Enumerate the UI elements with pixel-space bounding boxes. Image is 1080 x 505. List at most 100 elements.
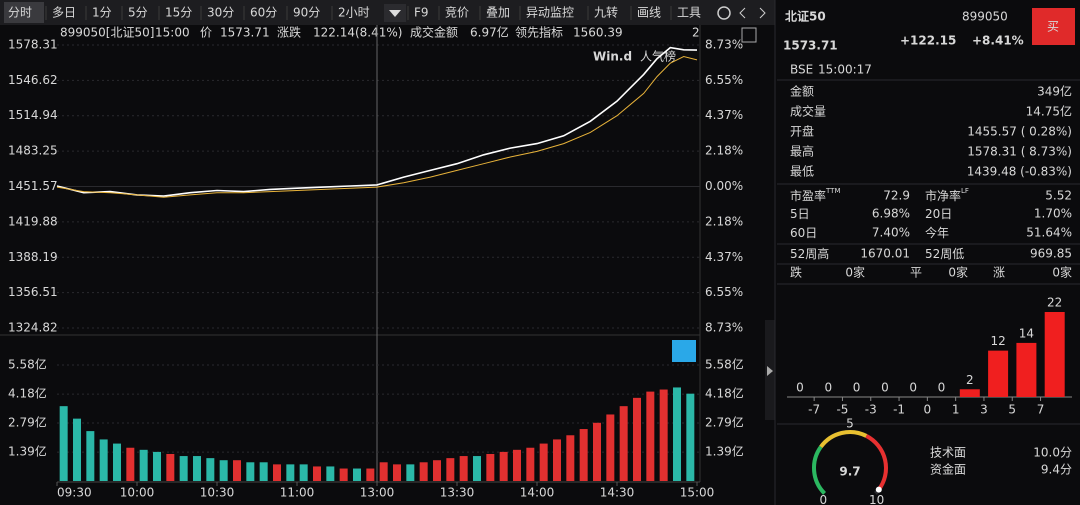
prev-icon[interactable] — [739, 7, 746, 19]
toolbar-tab[interactable]: 多日 — [52, 6, 76, 20]
collapse-arrow[interactable] — [767, 366, 773, 376]
y2-tick-label: 6.55% — [705, 285, 743, 299]
toolbar-tab[interactable]: 工具 — [677, 6, 701, 20]
distribution-value: 0 — [853, 381, 861, 395]
y-tick-label: 1356.51 — [8, 285, 58, 299]
buy-button[interactable] — [1032, 8, 1075, 45]
buy-label[interactable]: 买 — [1047, 20, 1059, 34]
distribution-edge-label: 5 — [1008, 403, 1016, 417]
volume-tick-label: 1.39亿 — [8, 444, 47, 459]
settings-icon[interactable] — [717, 6, 731, 20]
toolbar-tab[interactable]: 叠加 — [486, 6, 510, 20]
volume-bar — [166, 453, 175, 481]
distribution-value: 2 — [966, 373, 974, 387]
breadth-value: 0家 — [845, 265, 865, 280]
dropdown-icon[interactable] — [389, 10, 401, 17]
volume-bar — [286, 464, 295, 481]
volume-bar — [566, 435, 575, 481]
volume-bar — [619, 406, 628, 481]
distribution-edge-label: 0 — [924, 403, 932, 417]
metric-label-text: 52周高 — [790, 246, 829, 261]
metric-label: 5日 — [790, 207, 810, 221]
active-tab — [4, 2, 44, 23]
volume-bar — [86, 431, 95, 481]
toolbar-tab[interactable]: 5分 — [128, 6, 148, 20]
y-tick-label: 1388.19 — [8, 250, 58, 264]
volume-tick-label: 2.79亿 — [8, 415, 47, 430]
toolbar-tab[interactable]: 1分 — [92, 6, 112, 20]
quote-code: 899050 — [962, 10, 1008, 24]
volume-bar — [473, 456, 481, 481]
toolbar-tab[interactable]: 90分 — [293, 6, 320, 20]
toolbar-tab[interactable]: 异动监控 — [526, 6, 574, 20]
volume-bar — [593, 422, 601, 481]
stat-label: 成交量 — [790, 104, 826, 119]
y-tick-label: 1483.25 — [8, 144, 58, 158]
info-price: 1573.71 — [220, 26, 270, 40]
distribution-edge-label: -7 — [808, 403, 820, 417]
toolbar-tab[interactable]: 60分 — [250, 6, 277, 20]
y2-tick-label: 4.37% — [705, 108, 743, 122]
info-time: 15:00 — [155, 26, 190, 40]
volume-bar — [193, 456, 201, 481]
toolbar-tab[interactable]: 画线 — [637, 6, 661, 20]
metric-label: 52周低 — [925, 247, 964, 261]
brand-logo: Win.d — [593, 50, 632, 64]
toolbar-tab[interactable]: 竞价 — [445, 6, 469, 20]
toolbar-tab[interactable]: 九转 — [594, 5, 618, 20]
metric-value: 51.64% — [1026, 226, 1072, 240]
metric-value: 6.98% — [872, 207, 910, 221]
volume-bar — [393, 464, 401, 481]
distribution-edge-label: -5 — [836, 403, 848, 417]
metric-value: 7.40% — [872, 226, 910, 240]
score-value: 9.4分 — [1041, 463, 1072, 477]
volume-bar — [659, 389, 668, 481]
volume-bar — [273, 464, 281, 481]
distribution-edge-label: 3 — [980, 403, 988, 417]
x-tick-label: 13:00 — [360, 486, 395, 500]
volume-bar — [206, 458, 215, 481]
distribution-value: 14 — [1019, 326, 1034, 340]
quote-change: +122.15 — [900, 34, 956, 48]
toolbar-tab[interactable]: 15分 — [165, 6, 192, 20]
metric-label-text: 5日 — [790, 207, 810, 221]
toolbar-tab[interactable]: F9 — [414, 6, 429, 20]
x-tick-label: 10:30 — [200, 486, 235, 500]
volume-tick-label: 5.58亿 — [8, 357, 47, 372]
y-tick-label: 1546.62 — [8, 73, 58, 87]
metric-label: 今年 — [925, 225, 949, 240]
distribution-value: 0 — [824, 381, 832, 395]
metric-label-text: 市净率 — [925, 188, 961, 203]
stat-label: 金额 — [790, 84, 814, 99]
volume-bar — [633, 397, 641, 481]
metric-label: 市净率LF — [925, 187, 969, 203]
metric-value: 969.85 — [1030, 247, 1072, 261]
metric-value: 1670.01 — [860, 247, 910, 261]
toolbar-tab[interactable]: 分时 — [8, 6, 32, 20]
toolbar-tab[interactable]: 2小时 — [338, 6, 370, 20]
distribution-value: 0 — [909, 381, 917, 395]
stat-value: 14.75亿 — [1026, 104, 1072, 119]
volume-bar — [219, 460, 228, 481]
x-tick-label: 10:00 — [120, 486, 155, 500]
volume-bar — [353, 468, 361, 481]
volume-bar — [406, 464, 415, 481]
toolbar-tab[interactable]: 30分 — [207, 6, 234, 20]
next-icon[interactable] — [759, 7, 766, 19]
volume-bar — [366, 468, 375, 481]
y2-tick-label: 4.37% — [705, 250, 743, 264]
stat-label: 开盘 — [790, 124, 814, 139]
distribution-edge-label: -1 — [893, 403, 905, 417]
average-line — [56, 55, 698, 198]
quote-exchange: BSE — [790, 63, 813, 77]
info-change-label: 涨跌 — [277, 25, 301, 40]
distribution-bar — [1044, 312, 1065, 397]
wp-icon[interactable] — [741, 27, 757, 43]
y-tick-label: 1578.31 — [8, 38, 58, 52]
volume-bar — [59, 406, 68, 481]
y-tick-label: 1514.94 — [8, 108, 58, 122]
float-widget[interactable] — [672, 340, 696, 362]
info-count: 2 — [692, 26, 700, 40]
